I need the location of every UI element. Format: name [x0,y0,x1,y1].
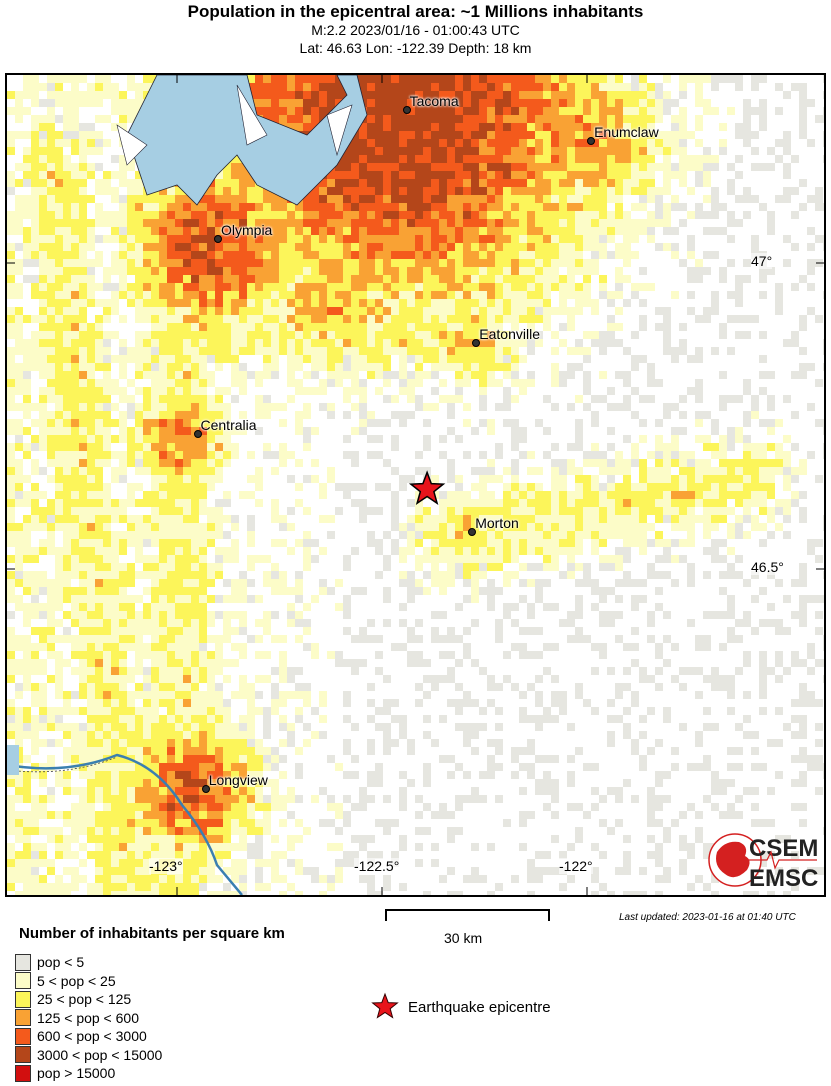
legend-swatch [15,953,31,971]
city-marker [472,338,481,347]
event-location: Lat: 46.63 Lon: -122.39 Depth: 18 km [299,40,532,56]
city-marker [214,234,222,243]
scale-label: 30 km [444,930,483,946]
star-icon [371,992,399,1019]
legend-item: 125 < pop < 600 [15,1009,139,1027]
legend-item: 5 < pop < 25 [15,972,116,990]
legend-title: Number of inhabitants per square km [19,925,285,942]
population-layer [7,75,824,895]
legend-swatch [15,990,31,1008]
scale-bar [385,909,550,921]
epicenter-star-icon [408,470,446,505]
city-marker [468,528,477,537]
lat-tick-label: 46.5° [751,559,784,575]
city-label: Morton [475,515,519,532]
city-marker [193,430,202,439]
map-title: Population in the epicentral area: ~1 Mi… [187,2,644,21]
emsc-logo: CSEM EMSC [705,830,823,895]
city-label: Longview [208,772,268,789]
legend-item: 25 < pop < 125 [15,990,131,1008]
city-marker [402,106,411,114]
legend-swatch [15,1046,31,1063]
legend-epicenter-label: Earthquake epicentre [408,998,551,1016]
legend-swatch [15,1064,31,1082]
city-label: Centralia [200,417,257,434]
population-map: -123° -122.5° -122° 47° 46.5° Tacoma Enumclaw O… [5,73,826,897]
water-bodies [7,75,368,895]
city-marker [201,785,210,794]
lat-tick-label: 47° [751,253,773,269]
legend-label: 25 < pop < 125 [37,991,132,1007]
legend-item: pop < 5 [15,953,84,971]
legend-label: 600 < pop < 3000 [37,1028,147,1044]
legend-item: pop > 15000 [15,1064,115,1082]
city-label: Olympia [221,221,273,238]
legend-item: 3000 < pop < 15000 [15,1046,162,1064]
city-label: Tacoma [409,93,459,109]
legend-swatch [15,1027,31,1045]
legend-label: 125 < pop < 600 [37,1009,139,1026]
city-marker [587,136,596,145]
lon-tick-label: -122.5° [354,858,400,874]
last-updated: Last updated: 2023-01-16 at 01:40 UTC [619,912,796,923]
legend-item: 600 < pop < 3000 [15,1027,147,1045]
legend-swatch [15,972,31,989]
lon-tick-label: -122° [559,858,593,874]
legend-label: 5 < pop < 25 [37,972,116,989]
legend-swatch [15,1009,31,1026]
legend-label: 3000 < pop < 15000 [37,1046,163,1063]
legend-label: pop > 15000 [37,1065,116,1081]
event-info: M:2.2 2023/01/16 - 01:00:43 UTC [311,22,520,38]
legend-epicenter: Earthquake epicentre [370,992,551,1022]
lon-tick-label: -123° [149,858,183,874]
legend-label: pop < 5 [37,954,85,970]
city-label: Eatonville [479,325,540,342]
city-label: Enumclaw [594,123,659,140]
